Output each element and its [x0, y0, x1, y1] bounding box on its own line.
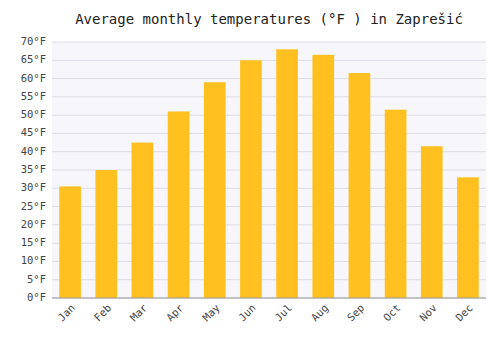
y-tick-label: 15°F [21, 236, 46, 248]
x-tick-label: Jun [236, 302, 258, 324]
x-tick-label: Nov [417, 302, 439, 324]
bar [59, 186, 81, 298]
chart-container: 0°F 5°F 10°F 15°F 20°F 25°F 30°F 35°F 40°F 45°F 50… [0, 0, 500, 350]
y-tick-label: 20°F [21, 218, 46, 230]
page: {"chart_data": {"type": "bar", "title": … [0, 0, 500, 350]
bar [421, 146, 443, 298]
grid-line [52, 115, 486, 116]
bar [240, 60, 262, 298]
bar [132, 143, 154, 298]
bar [457, 177, 479, 298]
y-tick-label: 70°F [21, 35, 46, 47]
grid-line [52, 60, 486, 61]
x-tick-label: Mar [128, 302, 150, 324]
bar [95, 170, 117, 298]
y-tick-label: 5°F [27, 273, 46, 285]
y-tick-label: 25°F [21, 200, 46, 212]
bar [276, 49, 298, 298]
bar [385, 110, 407, 298]
x-axis: Jan Feb Mar Apr May Jun Jul Aug Sep Oct Nov Dec [52, 298, 486, 323]
x-axis-line [52, 298, 486, 299]
y-tick-label: 60°F [21, 72, 46, 84]
y-tick-label: 35°F [21, 163, 46, 175]
x-tick-label: Sep [345, 302, 367, 324]
plot-area [52, 42, 486, 298]
x-tick-label: Dec [453, 302, 475, 324]
x-tick-label: May [200, 302, 222, 324]
y-tick-label: 30°F [21, 181, 46, 193]
y-tick-label: 65°F [21, 53, 46, 65]
x-tick-label: Aug [308, 302, 330, 324]
bar [312, 55, 334, 298]
title: Average monthly temperatures (°F ) in Za… [75, 11, 463, 27]
x-tick-label: Oct [381, 302, 403, 324]
grid-line [52, 133, 486, 134]
grid-line [52, 42, 486, 43]
y-tick-label: 40°F [21, 145, 46, 157]
x-tick-label: Jan [55, 302, 77, 324]
bar [349, 73, 371, 298]
y-tick-label: 10°F [21, 254, 46, 266]
grid-line [52, 298, 486, 299]
bar [168, 111, 190, 298]
y-tick-label: 55°F [21, 90, 46, 102]
bars [59, 49, 479, 298]
chart-svg: 0°F 5°F 10°F 15°F 20°F 25°F 30°F 35°F 40°F 45°F 50… [0, 0, 500, 350]
grid-line [52, 96, 486, 97]
x-tick-label: Jul [272, 302, 294, 324]
x-tick-label: Feb [91, 302, 113, 324]
x-tick-label: Apr [164, 302, 186, 324]
y-axis: 0°F 5°F 10°F 15°F 20°F 25°F 30°F 35°F 40°F 45°F 50… [21, 35, 46, 303]
grid-line [52, 78, 486, 79]
y-tick-label: 50°F [21, 108, 46, 120]
y-tick-label: 0°F [27, 291, 46, 303]
grid [52, 42, 486, 298]
y-tick-label: 45°F [21, 126, 46, 138]
bar [204, 82, 226, 298]
